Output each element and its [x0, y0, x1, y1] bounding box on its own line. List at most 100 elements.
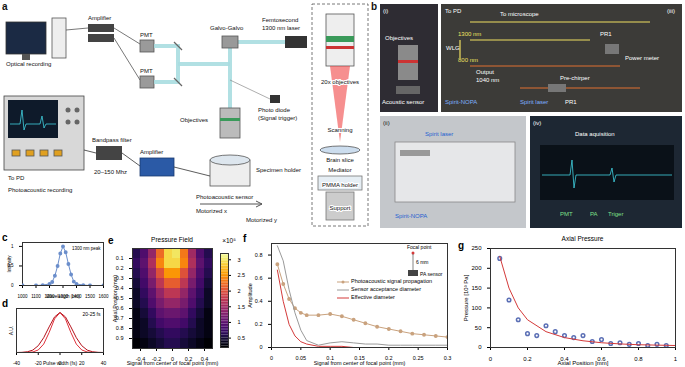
svg-text:0: 0: [11, 283, 14, 288]
svg-text:Photoacoustic sensor: Photoacoustic sensor: [196, 194, 253, 200]
svg-text:1600: 1600: [98, 294, 109, 299]
svg-text:PA sensor: PA sensor: [420, 271, 443, 277]
svg-text:PR1: PR1: [600, 31, 612, 37]
svg-text:Amplifier: Amplifier: [88, 15, 111, 21]
svg-text:150: 150: [471, 285, 482, 291]
svg-text:0.8: 0.8: [634, 356, 643, 362]
svg-text:50: 50: [475, 325, 482, 331]
svg-text:PA: PA: [590, 211, 598, 217]
svg-text:PMT: PMT: [140, 68, 153, 74]
svg-text:1100: 1100: [31, 294, 41, 299]
svg-text:Galvo-Galvo: Galvo-Galvo: [210, 25, 244, 31]
svg-text:200: 200: [471, 265, 482, 271]
svg-text:0: 0: [478, 344, 482, 350]
svg-text:1300 nm: 1300 nm: [458, 31, 481, 37]
svg-text:Objectives: Objectives: [385, 35, 413, 41]
svg-text:Output: Output: [476, 69, 494, 75]
svg-text:0: 0: [270, 355, 273, 361]
svg-text:6 mm: 6 mm: [416, 259, 429, 265]
svg-text:Wavelength (nm): Wavelength (nm): [46, 294, 81, 299]
svg-text:1000: 1000: [17, 294, 28, 299]
svg-text:To microscope: To microscope: [500, 11, 539, 17]
svg-text:250: 250: [471, 245, 482, 251]
svg-text:Specimen holder: Specimen holder: [256, 167, 301, 173]
svg-text:Acoustic sensor: Acoustic sensor: [382, 99, 424, 105]
svg-text:Triger: Triger: [608, 211, 623, 217]
svg-text:2: 2: [238, 288, 241, 294]
svg-text:20–150 Mhz: 20–150 Mhz: [94, 169, 127, 175]
svg-text:Pressure [10³ Pa]: Pressure [10³ Pa]: [463, 274, 469, 321]
svg-text:20: 20: [79, 360, 85, 366]
svg-text:3: 3: [238, 257, 241, 263]
svg-text:0: 0: [489, 356, 493, 362]
svg-text:Signal from center of focal po: Signal from center of focal point (mm): [127, 360, 219, 366]
svg-text:Axial Position (mm): Axial Position (mm): [112, 275, 118, 323]
svg-text:1: 1: [11, 244, 14, 249]
svg-text:800 nm: 800 nm: [458, 57, 478, 63]
svg-text:0.9: 0.9: [116, 335, 124, 341]
svg-text:PR1: PR1: [565, 99, 577, 105]
svg-text:Axial Position [mm]: Axial Position [mm]: [557, 360, 608, 366]
svg-text:Optical recording: Optical recording: [6, 61, 51, 67]
svg-text:0.05: 0.05: [295, 355, 306, 361]
svg-text:20-25 fs: 20-25 fs: [82, 311, 101, 317]
svg-text:To PD: To PD: [445, 8, 462, 14]
svg-text:Intensity: Intensity: [7, 255, 12, 273]
svg-text:Spirit laser: Spirit laser: [425, 131, 453, 137]
svg-text:0.2: 0.2: [116, 265, 124, 271]
svg-text:Signal from center of focal po: Signal from center of focal point (mm): [314, 360, 406, 366]
svg-text:Spirit laser: Spirit laser: [520, 99, 548, 105]
svg-text:40: 40: [101, 360, 107, 366]
svg-text:1500: 1500: [85, 294, 96, 299]
svg-text:Scanning: Scanning: [327, 127, 352, 133]
svg-text:Motorized y: Motorized y: [246, 217, 277, 223]
svg-text:1300 nm laser: 1300 nm laser: [262, 25, 300, 31]
svg-text:Spirit-NOPA: Spirit-NOPA: [395, 213, 427, 219]
svg-text:1040 nm: 1040 nm: [476, 77, 499, 83]
svg-text:a: a: [2, 1, 8, 12]
svg-text:Brain slice: Brain slice: [326, 157, 354, 163]
svg-text:Photoacoustic recording: Photoacoustic recording: [8, 187, 72, 193]
svg-text:0.4: 0.4: [255, 298, 263, 304]
svg-text:(iii): (iii): [667, 8, 675, 14]
svg-text:0.25: 0.25: [413, 355, 424, 361]
svg-text:-40: -40: [13, 360, 20, 366]
svg-text:1.5: 1.5: [238, 304, 246, 310]
svg-text:0.8: 0.8: [255, 252, 263, 258]
svg-text:0.8: 0.8: [116, 325, 124, 331]
svg-text:1300 nm peak: 1300 nm peak: [72, 246, 101, 251]
svg-text:0.3: 0.3: [444, 355, 452, 361]
svg-text:Amplifier: Amplifier: [140, 149, 163, 155]
svg-text:Mediator: Mediator: [328, 167, 351, 173]
svg-text:0.2: 0.2: [255, 321, 263, 327]
svg-text:WLG: WLG: [446, 45, 460, 51]
svg-text:2.5: 2.5: [238, 272, 246, 278]
svg-text:(iv): (iv): [533, 120, 541, 126]
svg-text:(i): (i): [383, 8, 388, 14]
svg-text:100: 100: [471, 305, 482, 311]
svg-text:Pulse width (fs): Pulse width (fs): [43, 360, 78, 366]
svg-text:Data aquisition: Data aquisition: [575, 131, 615, 137]
svg-text:0.5: 0.5: [238, 335, 246, 341]
svg-text:b: b: [371, 1, 377, 12]
svg-text:Pre-chirper: Pre-chirper: [560, 75, 590, 81]
svg-text:0.6: 0.6: [255, 275, 263, 281]
svg-text:Power meter: Power meter: [625, 55, 659, 61]
svg-text:Femtosecond: Femtosecond: [262, 17, 298, 23]
svg-text:Bandpass filter: Bandpass filter: [92, 137, 132, 143]
svg-text:(Signal trigger): (Signal trigger): [258, 115, 297, 121]
svg-text:Spirit-NOPA: Spirit-NOPA: [445, 99, 477, 105]
svg-text:0: 0: [259, 344, 262, 350]
svg-text:-20: -20: [35, 360, 42, 366]
svg-text:0.2: 0.2: [523, 356, 532, 362]
svg-text:Focal point: Focal point: [407, 244, 432, 250]
svg-text:PMT: PMT: [140, 32, 153, 38]
svg-text:PMT: PMT: [560, 211, 573, 217]
svg-text:1: 1: [238, 319, 241, 325]
svg-text:Motorized x: Motorized x: [196, 208, 227, 214]
svg-text:20x objectives: 20x objectives: [321, 79, 359, 85]
svg-text:0.1: 0.1: [116, 255, 124, 261]
svg-text:To PD: To PD: [8, 175, 25, 181]
svg-text:Objectives: Objectives: [180, 117, 208, 123]
svg-text:Amplitude: Amplitude: [247, 283, 253, 307]
